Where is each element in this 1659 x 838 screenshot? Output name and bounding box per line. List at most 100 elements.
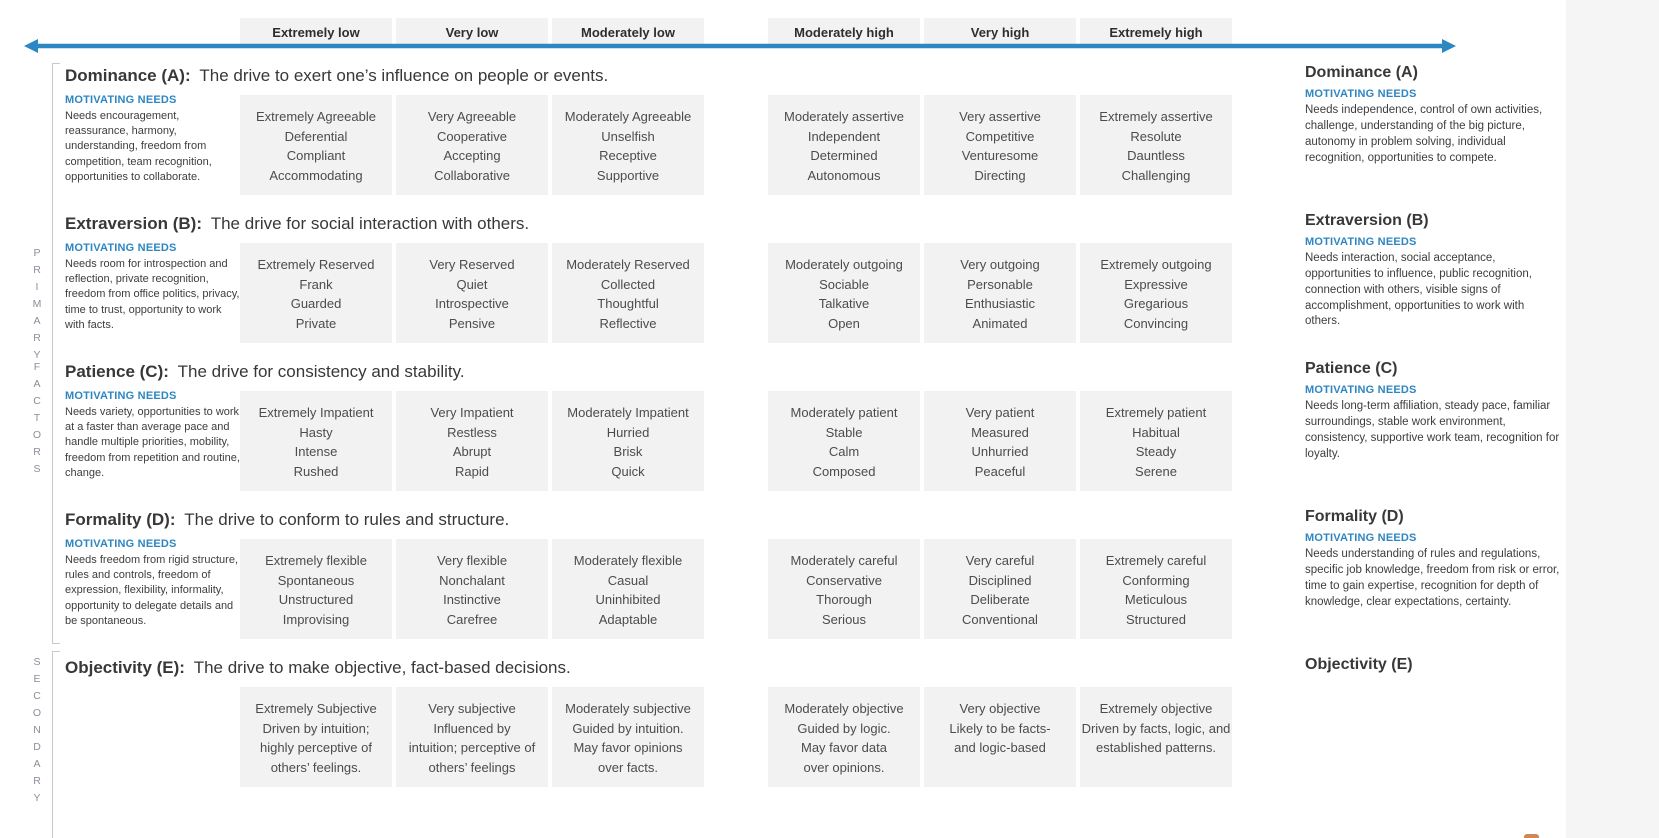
trait-line: Structured bbox=[1126, 611, 1186, 627]
column-header-very-low: Very low bbox=[396, 18, 548, 47]
trait-line: Moderately Reserved bbox=[566, 257, 690, 272]
trait-line: Extremely careful bbox=[1105, 553, 1207, 568]
motivating-needs-text: Needs room for introspection and reflect… bbox=[65, 258, 240, 331]
secondary-factors-bracket bbox=[52, 651, 60, 838]
motivating-needs-right: Formality (D) MOTIVATING NEEDS Needs und… bbox=[1305, 508, 1561, 610]
trait-line: Moderately outgoing bbox=[785, 257, 903, 272]
trait-line: Introspective bbox=[435, 296, 509, 311]
trait-line: Brisk bbox=[613, 444, 643, 459]
factor-title: Formality (D): The drive to conform to r… bbox=[65, 510, 509, 530]
trait-line: Cooperative bbox=[436, 128, 508, 144]
trait-cells: Extremely Impatient Hasty Intense Rushed Ver… bbox=[0, 360, 1659, 508]
trait-line: Very Agreeable bbox=[427, 109, 517, 124]
trait-line: Very careful bbox=[965, 553, 1035, 568]
trait-cell: Moderately patient Stable Calm Composed bbox=[768, 391, 920, 491]
trait-line: Very outgoing bbox=[960, 257, 1040, 272]
trait-line: Moderately Agreeable bbox=[564, 109, 692, 124]
motivating-needs-heading: MOTIVATING NEEDS bbox=[65, 390, 177, 402]
trait-line: Conforming bbox=[1122, 572, 1190, 588]
trait-line: Talkative bbox=[818, 296, 870, 311]
trait-cell: Extremely flexible Spontaneous Unstructure… bbox=[240, 539, 392, 639]
page-edge bbox=[1566, 0, 1659, 838]
trait-line: Pensive bbox=[448, 315, 496, 331]
trait-line: Convincing bbox=[1123, 315, 1189, 331]
factor-row: Formality (D): The drive to conform to r… bbox=[0, 508, 1659, 656]
trait-line: Extremely Reserved bbox=[257, 257, 375, 272]
trait-line: Hasty bbox=[299, 424, 333, 440]
factor-row: Patience (C): The drive for consistency … bbox=[0, 360, 1659, 508]
trait-line: Restless bbox=[447, 424, 497, 440]
factor-title: Patience (C): The drive for consistency … bbox=[65, 362, 465, 382]
trait-line: Challenging bbox=[1121, 167, 1191, 183]
motivating-needs-left: MOTIVATING NEEDS Needs room for introspe… bbox=[65, 242, 241, 333]
factor-title: Objectivity (E): The drive to make objec… bbox=[65, 658, 571, 678]
motivating-needs-right: Dominance (A) MOTIVATING NEEDS Needs ind… bbox=[1305, 64, 1561, 166]
trait-line: Steady bbox=[1135, 444, 1177, 459]
factor-row: Objectivity (E): The drive to make objec… bbox=[0, 656, 1659, 804]
trait-line: Extremely Agreeable bbox=[256, 109, 376, 124]
trait-line: Moderately flexible bbox=[573, 553, 683, 568]
trait-line: Private bbox=[295, 315, 337, 331]
trait-line: Independent bbox=[807, 128, 881, 144]
primary-factors-bracket bbox=[52, 63, 60, 644]
trait-cell: Extremely Subjective Driven by intuition;… bbox=[240, 687, 392, 787]
trait-cells: Extremely flexible Spontaneous Unstructure… bbox=[0, 508, 1659, 656]
trait-line: Determined bbox=[810, 148, 878, 163]
trait-cell: Very patient Measured Unhurried Peaceful bbox=[924, 391, 1076, 491]
trait-line: Composed bbox=[812, 463, 876, 479]
trait-cell: Very subjective Influenced by intuition; p… bbox=[396, 687, 548, 787]
trait-line: Peaceful bbox=[974, 463, 1026, 479]
trait-line: Spontaneous bbox=[277, 572, 355, 588]
trait-line: Moderately assertive bbox=[784, 109, 904, 124]
trait-line: Hurried bbox=[606, 424, 650, 440]
trait-line: Unhurried bbox=[971, 444, 1029, 459]
trait-line: Very Reserved bbox=[429, 257, 515, 272]
trait-line: intuition; perceptive of bbox=[408, 740, 536, 755]
trait-line: Deliberate bbox=[970, 592, 1030, 607]
trait-cell: Extremely Reserved Frank Guarded Private bbox=[240, 243, 392, 343]
factor-title-bold: Dominance (A): bbox=[65, 66, 191, 85]
trait-line: Extremely patient bbox=[1105, 405, 1207, 420]
factor-title-description: The drive to conform to rules and struct… bbox=[184, 510, 510, 529]
trait-line: Likely to be facts- bbox=[949, 720, 1051, 736]
trait-line: Nonchalant bbox=[439, 572, 505, 588]
factor-title-right: Dominance (A) bbox=[1305, 64, 1418, 81]
trait-line: Unstructured bbox=[278, 592, 354, 607]
trait-line: Rushed bbox=[293, 463, 339, 479]
trait-cells: Extremely Subjective Driven by intuition;… bbox=[0, 656, 1659, 804]
trait-cell: Very objective Likely to be facts-and log… bbox=[924, 687, 1076, 787]
trait-line: Moderately careful bbox=[790, 553, 898, 568]
trait-cell: Moderately flexible Casual Uninhibited Adap… bbox=[552, 539, 704, 639]
trait-cell: Extremely patient Habitual Steady Serene bbox=[1080, 391, 1232, 491]
factor-title-description: The drive to make objective, fact-based … bbox=[193, 658, 571, 677]
trait-line: Very Impatient bbox=[430, 405, 514, 420]
factor-title-bold: Patience (C): bbox=[65, 362, 169, 381]
trait-cell: Extremely objective Driven by facts, logi… bbox=[1080, 687, 1232, 787]
column-header-extremely-low: Extremely low bbox=[240, 18, 392, 47]
trait-line: Extremely Impatient bbox=[258, 405, 374, 420]
motivating-needs-left: MOTIVATING NEEDS Needs variety, opportun… bbox=[65, 390, 241, 481]
trait-cell: Very Impatient Restless Abrupt Rapid bbox=[396, 391, 548, 491]
trait-cells: Extremely Agreeable Deferential Compliant A… bbox=[0, 64, 1659, 212]
scale-arrow-icon bbox=[24, 39, 1456, 53]
motivating-needs-right: Objectivity (E) bbox=[1305, 656, 1561, 680]
trait-line: Measured bbox=[971, 424, 1029, 440]
motivating-needs-left: MOTIVATING NEEDS Needs freedom from rigi… bbox=[65, 538, 241, 629]
trait-line: Moderately patient bbox=[790, 405, 898, 420]
trait-line: Accommodating bbox=[269, 167, 363, 183]
trait-line: Enthusiastic bbox=[964, 296, 1036, 311]
trait-line: Venturesome bbox=[961, 148, 1039, 163]
trait-cell: Moderately Agreeable Unselfish Receptive Su… bbox=[552, 95, 704, 195]
trait-line: Conservative bbox=[806, 572, 882, 588]
trait-line: others’ feelings bbox=[428, 759, 516, 775]
trait-line: Guarded bbox=[290, 296, 342, 311]
trait-line: Quick bbox=[611, 463, 645, 479]
factor-title-right: Extraversion (B) bbox=[1305, 212, 1429, 229]
primary-label-word2: FACTORS bbox=[31, 361, 43, 480]
trait-line: Stable bbox=[825, 424, 863, 440]
trait-cell: Moderately outgoing Sociable Talkative Open bbox=[768, 243, 920, 343]
trait-line: Sociable bbox=[819, 276, 869, 292]
trait-line: Animated bbox=[972, 315, 1028, 331]
factor-title-bold: Extraversion (B): bbox=[65, 214, 202, 233]
